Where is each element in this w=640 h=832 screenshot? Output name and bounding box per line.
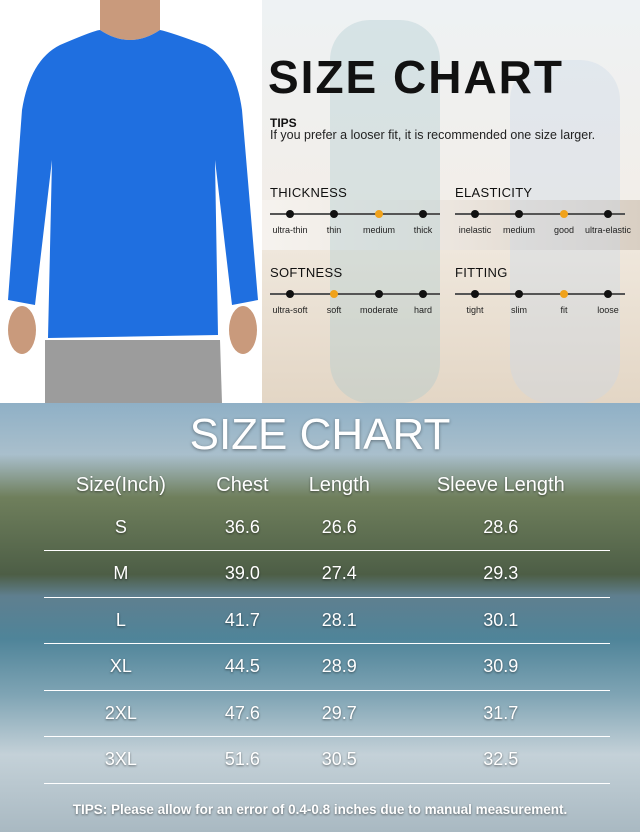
selected-dot	[375, 210, 383, 218]
scale-title: ELASTICITY	[455, 185, 533, 200]
table-cell: 39.0	[197, 550, 288, 598]
scale-dot	[515, 290, 523, 298]
table-cell: M	[44, 550, 198, 598]
table-cell: 32.5	[391, 736, 610, 784]
scale-title: SOFTNESS	[270, 265, 343, 280]
column-header: Size(Inch)	[75, 473, 166, 496]
table-row: 2XL 47.6 29.7 31.7	[44, 690, 610, 737]
table-cell: 3XL	[44, 736, 198, 784]
table-cell: 28.9	[287, 643, 392, 691]
scale-dot	[375, 290, 383, 298]
shirt-photo	[0, 0, 262, 403]
scale-dot	[286, 290, 294, 298]
scale-line	[455, 210, 625, 218]
product-banner: SIZE CHART TIPS If you prefer a looser f…	[0, 0, 640, 403]
selected-dot	[560, 210, 568, 218]
table-cell: 30.1	[391, 597, 610, 644]
scale-option: thick	[413, 225, 433, 235]
scale-line	[455, 290, 625, 298]
beach-sand	[260, 250, 640, 403]
table-cell: 30.9	[391, 643, 610, 691]
scale-dot	[515, 210, 523, 218]
table-cell: 47.6	[197, 690, 288, 737]
scale-title: THICKNESS	[270, 185, 348, 200]
scale-thickness: THICKNESS ultra-thin thin medium thick	[270, 185, 450, 239]
table-cell: 41.7	[197, 597, 288, 644]
scale-softness: SOFTNESS ultra-soft soft moderate hard	[270, 265, 450, 319]
table-title: SIZE CHART	[189, 410, 451, 459]
scale-dot	[604, 210, 612, 218]
table-cell: 51.6	[197, 736, 288, 784]
table-row: M 39.0 27.4 29.3	[44, 550, 610, 598]
scale-dot	[419, 290, 427, 298]
tips-text: If you prefer a looser fit, it is recomm…	[270, 128, 596, 142]
table-row: 3XL 51.6 30.5 32.5	[44, 736, 610, 784]
beach-sky	[260, 0, 640, 200]
scale-option: thin	[326, 225, 342, 235]
scale-option: ultra-soft	[272, 305, 308, 315]
scale-option: ultra-elastic	[584, 225, 632, 235]
table-cell: L	[44, 597, 198, 644]
column-header: Chest	[216, 473, 269, 496]
table-row: L 41.7 28.1 30.1	[44, 597, 610, 644]
table-cell: 29.7	[287, 690, 392, 737]
scale-option: soft	[326, 305, 342, 315]
scale-dot	[471, 210, 479, 218]
table-cell: 26.6	[287, 504, 392, 551]
table-cell: S	[44, 504, 198, 551]
scale-option: loose	[597, 305, 619, 315]
scale-line	[270, 290, 440, 298]
column-header: Sleeve Length	[436, 473, 565, 496]
table-cell: XL	[44, 643, 198, 691]
background-person	[510, 60, 620, 403]
scale-option: tight	[466, 305, 484, 315]
table-cell: 28.6	[391, 504, 610, 551]
scale-title: FITTING	[455, 265, 508, 280]
scale-option: inelastic	[458, 225, 492, 235]
table-cell: 2XL	[44, 690, 198, 737]
table-cell: 29.3	[391, 550, 610, 598]
scale-elasticity: ELASTICITY inelastic medium good ultra-elast…	[455, 185, 635, 239]
scale-line	[270, 210, 440, 218]
tips-label: TIPS	[270, 116, 297, 130]
scale-fitting: FITTING tight slim fit loose	[455, 265, 635, 319]
scale-dot	[330, 210, 338, 218]
scale-option: medium	[362, 225, 396, 235]
column-header: Length	[308, 473, 370, 496]
scale-dot	[286, 210, 294, 218]
scale-option: medium	[502, 225, 536, 235]
selected-dot	[560, 290, 568, 298]
scale-dot	[419, 210, 427, 218]
scale-option: hard	[413, 305, 433, 315]
table-cell: 30.5	[287, 736, 392, 784]
table-cell: 28.1	[287, 597, 392, 644]
page-title: SIZE CHART	[268, 51, 564, 103]
scale-option: ultra-thin	[272, 225, 308, 235]
table-row: S 36.6 26.6 28.6	[44, 504, 610, 551]
scale-option: fit	[560, 305, 568, 315]
footer-tips: TIPS: Please allow for an error of 0.4-0…	[72, 802, 568, 817]
table-cell: 31.7	[391, 690, 610, 737]
scale-option: moderate	[359, 305, 399, 315]
table-cell: 36.6	[197, 504, 288, 551]
table-cell: 44.5	[197, 643, 288, 691]
scale-option: good	[553, 225, 575, 235]
selected-dot	[330, 290, 338, 298]
table-cell: 27.4	[287, 550, 392, 598]
scale-dot	[604, 290, 612, 298]
scale-dot	[471, 290, 479, 298]
scale-option: slim	[511, 305, 527, 315]
table-row: XL 44.5 28.9 30.9	[44, 643, 610, 691]
